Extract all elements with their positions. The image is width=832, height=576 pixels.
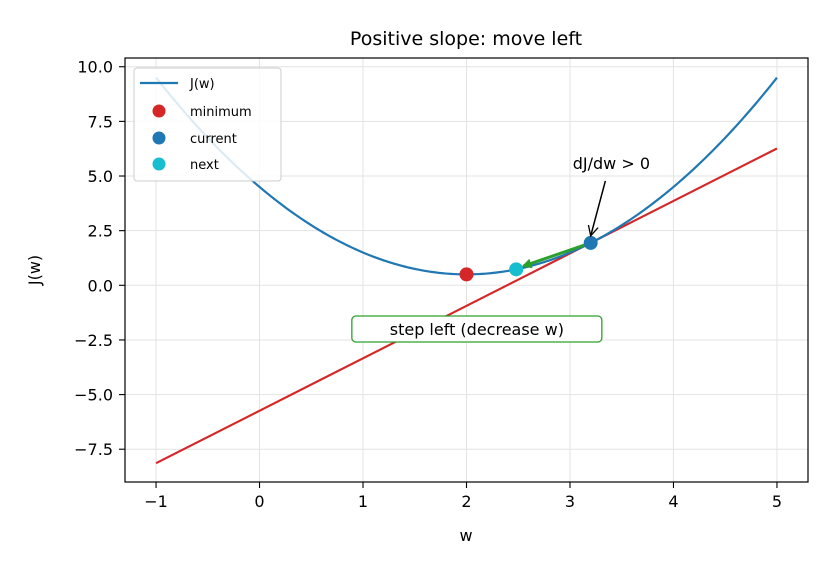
- legend-label-curve: J(w): [189, 77, 215, 92]
- legend-label-next: next: [190, 158, 219, 173]
- legend-label-minimum: minimum: [190, 105, 252, 120]
- series-layer: [155, 76, 778, 465]
- tangent-line: [155, 147, 778, 465]
- point-next: [509, 262, 524, 277]
- legend-swatch-minimum: [152, 104, 166, 118]
- y-tick-label: 5.0: [88, 167, 113, 186]
- x-tick-label: −1: [144, 492, 168, 511]
- legend-swatch-current: [152, 131, 166, 145]
- x-tick-label: 3: [565, 492, 575, 511]
- y-tick-label: 7.5: [88, 112, 113, 131]
- y-tick-label: −7.5: [74, 440, 113, 459]
- grid: [125, 58, 808, 482]
- y-tick-label: 10.0: [77, 58, 113, 77]
- y-ticks: −7.5 −5.0 −2.5 0.0 2.5 5.0 7.5 10.0: [74, 58, 125, 459]
- chart-title: Positive slope: move left: [350, 28, 582, 50]
- legend-swatch-next: [152, 157, 166, 171]
- x-axis-label: w: [459, 526, 472, 545]
- x-ticks: −1 0 1 2 3 4 5: [144, 482, 782, 511]
- y-tick-label: 0.0: [88, 276, 113, 295]
- derivative-arrow: [591, 180, 607, 236]
- legend: J(w) minimum current next: [133, 67, 282, 182]
- x-tick-label: 2: [461, 492, 471, 511]
- x-tick-label: 1: [358, 492, 368, 511]
- y-tick-label: −2.5: [74, 331, 113, 350]
- point-minimum: [459, 267, 474, 282]
- step-annotation: step left (decrease w): [390, 320, 564, 339]
- legend-label-current: current: [190, 132, 237, 147]
- points-layer: [459, 235, 598, 282]
- x-tick-label: 5: [772, 492, 782, 511]
- x-tick-label: 4: [668, 492, 678, 511]
- y-axis-label: J(w): [25, 255, 44, 286]
- y-tick-label: −5.0: [74, 386, 113, 405]
- step-arrow: [521, 241, 592, 269]
- x-tick-label: 0: [254, 492, 264, 511]
- legend-box: [133, 67, 282, 182]
- derivative-annotation: dJ/dw > 0: [573, 154, 650, 173]
- y-tick-label: 2.5: [88, 222, 113, 241]
- annotations: dJ/dw > 0 step left (decrease w): [351, 154, 650, 343]
- step-annotation-box: [351, 315, 603, 343]
- point-current: [583, 235, 598, 250]
